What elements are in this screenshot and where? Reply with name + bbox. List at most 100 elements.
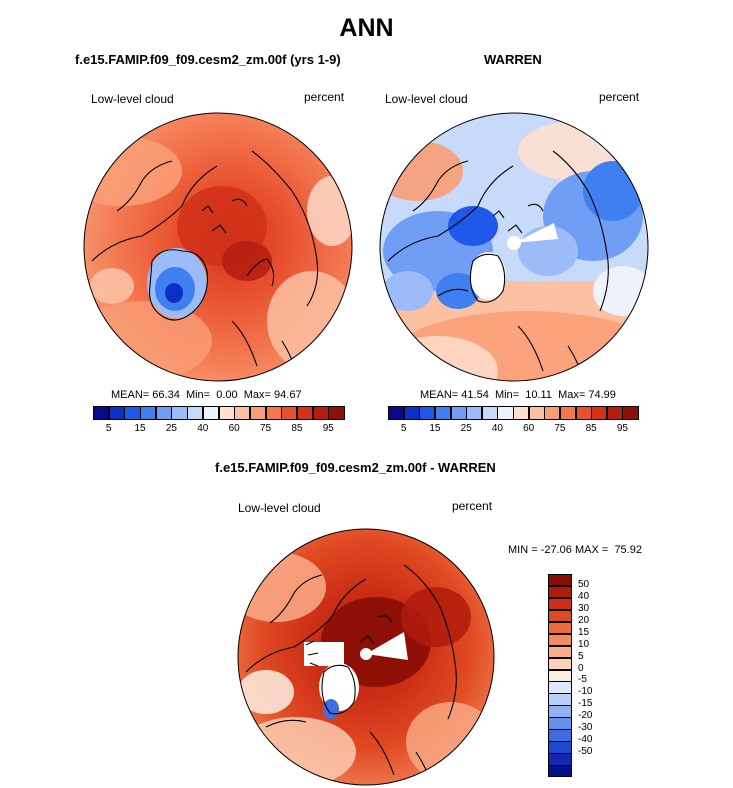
- model-colorbar-box: [140, 406, 157, 420]
- obs-variable-label: Low-level cloud: [385, 92, 468, 106]
- obs-colorbar-box: [622, 406, 639, 420]
- model-colorbar-box: [296, 406, 314, 420]
- model-colorbar-tick-label: 95: [322, 423, 334, 434]
- obs-colorbar-box: [497, 406, 514, 420]
- diff-colorbar-box: [548, 717, 572, 730]
- diff-colorbar-box: [548, 729, 572, 742]
- diff-max-value: 75.92: [614, 544, 642, 556]
- diff-colorbar-box: [548, 669, 572, 682]
- obs-colorbar-box: [434, 406, 451, 420]
- obs-stats-line: MEAN= 41.54 Min= 10.11 Max= 74.99: [420, 389, 616, 401]
- model-panel-title: f.e15.FAMIP.f09_f09.cesm2_zm.00f (yrs 1-…: [75, 52, 341, 67]
- diff-min-value: -27.06: [540, 544, 572, 556]
- model-colorbar-box: [234, 406, 251, 420]
- diff-colorbar-tick-label: 5: [578, 650, 584, 662]
- obs-colorbar-tick-label: 85: [585, 423, 597, 434]
- diff-colorbar-box: [548, 741, 572, 754]
- obs-colorbar-tick-label: 40: [491, 423, 503, 434]
- model-colorbar: [93, 406, 345, 420]
- model-colorbar-box: [328, 406, 345, 420]
- model-colorbar-box: [249, 406, 267, 420]
- diff-colorbar-tick-label: -15: [578, 698, 593, 710]
- model-colorbar-ticks: 5 15 25 40 60 75 85 95: [93, 423, 344, 437]
- diff-colorbar-box: [548, 645, 572, 659]
- obs-colorbar-box: [513, 406, 530, 420]
- diff-colorbar-box: [548, 765, 572, 778]
- obs-colorbar-box: [591, 406, 608, 420]
- model-colorbar-box: [108, 406, 125, 420]
- diff-variable-label: Low-level cloud: [238, 501, 321, 515]
- model-colorbar-tick-label: 60: [228, 423, 240, 434]
- obs-colorbar: [388, 406, 639, 420]
- diff-colorbar-ticks: 50 40 30 20 15 10 5 0 -5 -10 -15 -20 -30 -40 -50: [578, 574, 618, 777]
- diff-colorbar-box: [548, 609, 572, 623]
- diff-colorbar-box: [548, 621, 572, 635]
- obs-colorbar-box: [388, 406, 405, 420]
- obs-colorbar-ticks: 5 15 25 40 60 75 85 95: [388, 423, 638, 437]
- diff-panel-title: f.e15.FAMIP.f09_f09.cesm2_zm.00f - WARRE…: [215, 460, 496, 475]
- diff-stats-line: MIN = -27.06 MAX = 75.92: [508, 544, 642, 556]
- diff-polar-map: [237, 528, 495, 786]
- obs-panel-title: WARREN: [484, 52, 542, 67]
- model-colorbar-box: [281, 406, 298, 420]
- diff-units-label: percent: [452, 499, 493, 513]
- obs-colorbar-box: [544, 406, 561, 420]
- diff-colorbar-tick-label: -5: [578, 674, 587, 686]
- model-colorbar-box: [187, 406, 204, 420]
- diff-colorbar-tick-label: 50: [578, 578, 590, 590]
- diff-colorbar-tick-label: 30: [578, 602, 590, 614]
- model-min-value: 0.00: [216, 389, 238, 401]
- obs-colorbar-tick-label: 25: [460, 423, 472, 434]
- diff-colorbar-box: [548, 657, 572, 671]
- obs-colorbar-tick-label: 5: [400, 423, 407, 434]
- model-colorbar-box: [312, 406, 329, 420]
- diff-colorbar-box: [548, 693, 572, 706]
- obs-colorbar-box: [559, 406, 576, 420]
- diff-colorbar-tick-label: 20: [578, 614, 590, 626]
- diff-colorbar-box: [548, 753, 572, 766]
- obs-colorbar-tick-label: 15: [429, 423, 441, 434]
- obs-max-value: 74.99: [588, 389, 616, 401]
- model-colorbar-box: [171, 406, 188, 420]
- model-colorbar-box: [202, 406, 219, 420]
- diff-colorbar-tick-label: 10: [578, 638, 590, 650]
- model-max-value: 94.67: [274, 389, 302, 401]
- model-colorbar-box: [93, 406, 110, 420]
- diff-colorbar-box: [548, 597, 572, 611]
- model-colorbar-box: [124, 406, 141, 420]
- model-colorbar-tick-label: 75: [260, 423, 272, 434]
- obs-units-label: percent: [599, 90, 640, 104]
- diff-colorbar-box: [548, 633, 572, 647]
- diff-colorbar-tick-label: -20: [578, 710, 593, 722]
- page-title: ANN: [339, 14, 394, 42]
- model-colorbar-tick-label: 85: [291, 423, 303, 434]
- diff-colorbar-tick-label: -40: [578, 734, 593, 746]
- model-variable-label: Low-level cloud: [91, 92, 174, 106]
- diff-colorbar-tick-label: -30: [578, 722, 593, 734]
- obs-mean-value: 41.54: [461, 389, 489, 401]
- model-colorbar-tick-label: 5: [105, 423, 112, 434]
- obs-colorbar-tick-label: 75: [554, 423, 566, 434]
- diff-colorbar-box: [548, 705, 572, 718]
- obs-colorbar-box: [575, 406, 592, 420]
- model-mean-value: 66.34: [152, 389, 180, 401]
- obs-colorbar-box: [419, 406, 436, 420]
- model-stats-line: MEAN= 66.34 Min= 0.00 Max= 94.67: [111, 389, 302, 401]
- model-colorbar-box: [155, 406, 172, 420]
- diff-colorbar: [548, 574, 572, 778]
- obs-polar-map: [379, 112, 649, 382]
- obs-colorbar-box: [481, 406, 498, 420]
- model-units-label: percent: [304, 90, 345, 104]
- obs-colorbar-box: [528, 406, 545, 420]
- obs-colorbar-box: [466, 406, 483, 420]
- diff-colorbar-tick-label: 15: [578, 626, 590, 638]
- model-colorbar-box: [218, 406, 235, 420]
- model-polar-map: [83, 112, 353, 382]
- model-colorbar-box: [265, 406, 282, 420]
- diff-colorbar-tick-label: -50: [578, 746, 593, 758]
- model-colorbar-tick-label: 40: [197, 423, 209, 434]
- obs-colorbar-tick-label: 60: [523, 423, 535, 434]
- diff-colorbar-box: [548, 574, 572, 587]
- diff-colorbar-box: [548, 585, 572, 599]
- obs-colorbar-box: [403, 406, 420, 420]
